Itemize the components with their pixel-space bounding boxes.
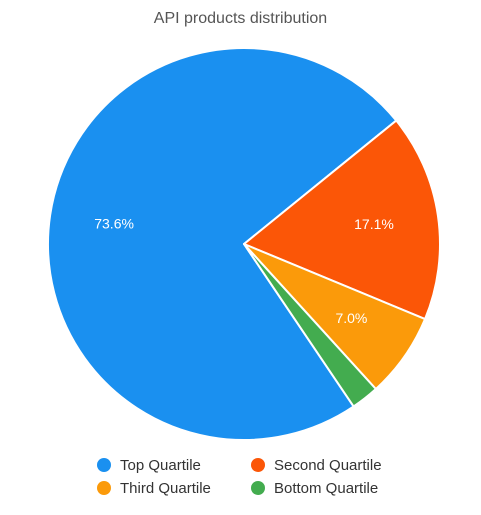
legend-label-second-quartile: Second Quartile [274, 456, 382, 474]
legend-label-bottom-quartile: Bottom Quartile [274, 479, 379, 497]
legend-item-top-quartile[interactable]: Top Quartile [97, 455, 201, 475]
pie-slices [47, 47, 441, 442]
pie-slice-labels: 73.6% 17.1% 7.0% [94, 215, 394, 326]
slice-label-second-quartile: 17.1% [354, 216, 394, 232]
legend-label-top-quartile: Top Quartile [120, 456, 201, 474]
legend-marker-top-quartile [97, 458, 111, 472]
pie-slice-bottom-quartile[interactable] [243, 243, 377, 408]
legend-marker-bottom-quartile [251, 481, 265, 495]
legend-label-third-quartile: Third Quartile [120, 479, 211, 497]
slice-label-third-quartile: 7.0% [335, 310, 367, 326]
pie-slice-second-quartile[interactable] [243, 119, 441, 321]
legend-item-third-quartile[interactable]: Third Quartile [97, 478, 211, 498]
legend-item-second-quartile[interactable]: Second Quartile [251, 455, 382, 475]
legend-marker-second-quartile [251, 458, 265, 472]
slice-label-top-quartile: 73.6% [94, 215, 134, 231]
chart-title: API products distribution [153, 10, 328, 27]
legend-marker-third-quartile [97, 481, 111, 495]
legend-item-bottom-quartile[interactable]: Bottom Quartile [251, 478, 378, 498]
